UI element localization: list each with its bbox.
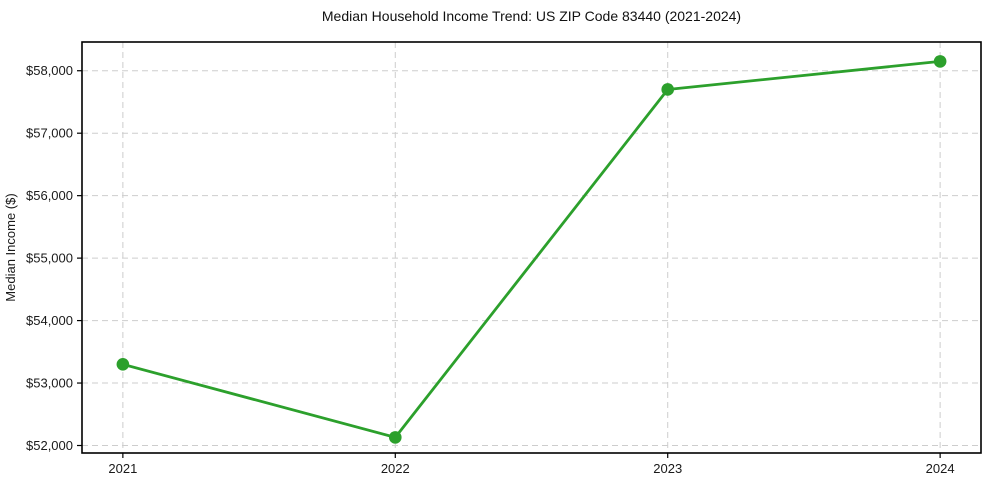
y-axis-label: Median Income ($)	[3, 193, 18, 301]
y-tick-label: $53,000	[26, 376, 73, 391]
y-tick-label: $57,000	[26, 126, 73, 141]
data-point-2021	[116, 358, 130, 371]
y-tick-label: $56,000	[26, 188, 73, 203]
y-tick-label: $58,000	[26, 63, 73, 78]
y-tick-label: $54,000	[26, 313, 73, 328]
x-tick-label: 2023	[653, 461, 682, 476]
x-tick-label: 2022	[381, 461, 410, 476]
income-line-series	[121, 59, 942, 439]
data-point-2022	[388, 431, 402, 444]
y-tick-label: $55,000	[26, 251, 73, 266]
x-tick-label: 2024	[926, 461, 955, 476]
x-tick-label: 2021	[108, 461, 137, 476]
chart-title: Median Household Income Trend: US ZIP Co…	[321, 8, 742, 24]
y-tick-label: $52,000	[26, 438, 73, 453]
data-point-2023	[661, 83, 675, 96]
plot-border	[81, 41, 982, 454]
data-point-2024	[933, 55, 947, 68]
